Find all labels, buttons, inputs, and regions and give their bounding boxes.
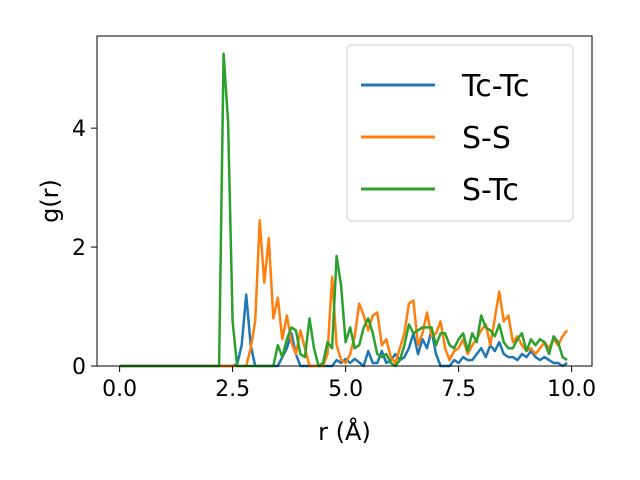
x-axis: 0.0 2.5 5.0 7.5 10.0 xyxy=(102,366,596,402)
x-tick-label: 0.0 xyxy=(102,377,137,402)
y-axis-label: g(r) xyxy=(36,179,64,223)
y-tick-label: 2 xyxy=(72,236,86,261)
series-line-s-tc xyxy=(119,52,568,368)
legend: Tc-Tc S-S S-Tc xyxy=(346,44,574,222)
series-line-s-s xyxy=(119,219,569,368)
x-tick-label: 5.0 xyxy=(328,377,363,402)
plot-frame xyxy=(96,35,593,367)
x-tick-label: 7.5 xyxy=(441,377,476,402)
legend-label: Tc-Tc xyxy=(461,69,530,104)
x-axis-label: r (Å) xyxy=(318,417,371,446)
plot-lines xyxy=(119,52,569,368)
legend-label: S-S xyxy=(462,121,511,156)
x-tick-label: 2.5 xyxy=(215,377,250,402)
y-tick-label: 4 xyxy=(72,117,86,142)
legend-label: S-Tc xyxy=(462,173,519,208)
x-tick-label: 10.0 xyxy=(547,377,596,402)
y-axis: 0 2 4 xyxy=(72,117,97,380)
y-tick-label: 0 xyxy=(72,355,86,380)
legend-box xyxy=(346,44,574,222)
